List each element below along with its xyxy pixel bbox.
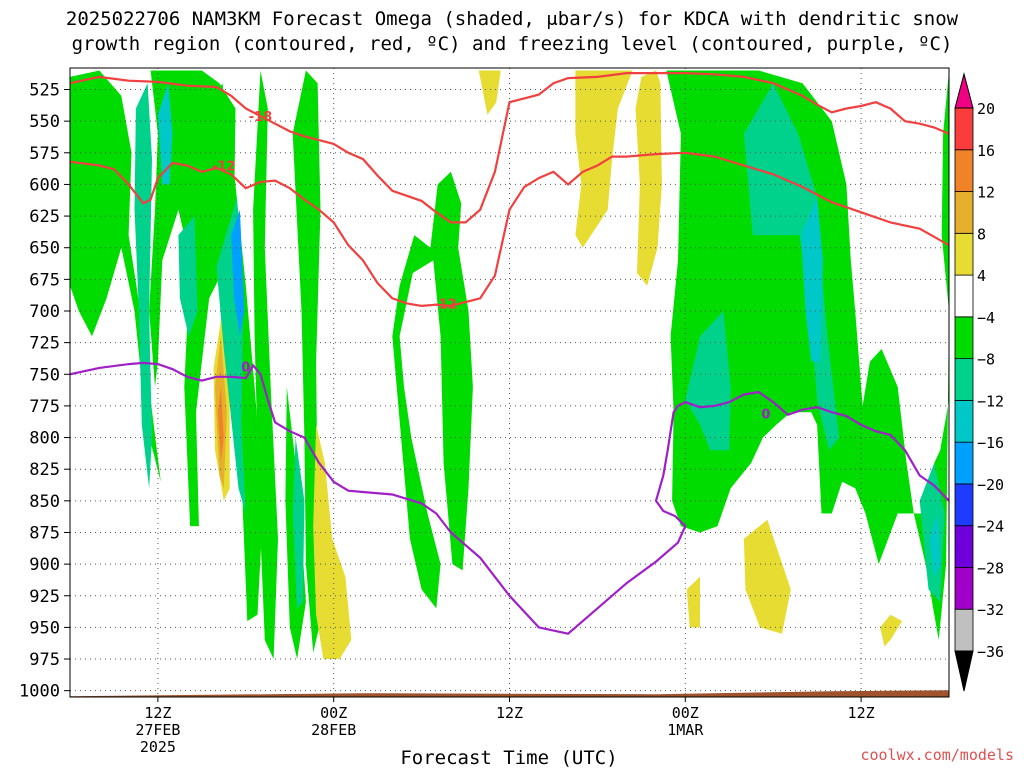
colorbar-bin-5 xyxy=(954,399,974,443)
omega-region-3 xyxy=(253,70,278,659)
colorbar-label-4: 4 xyxy=(977,267,986,285)
colorbar-under-triangle xyxy=(954,650,974,692)
colorbar-label-0: 20 xyxy=(977,100,995,118)
colorbar-label-6: −8 xyxy=(977,351,995,369)
omega-positive-region-2 xyxy=(218,386,224,463)
colorbar-label-5: −4 xyxy=(977,309,995,327)
y-tick-label-16: 925 xyxy=(29,587,60,607)
colorbar-bin-0 xyxy=(954,608,974,652)
y-tick-label-15: 900 xyxy=(29,555,60,575)
colorbar-bin-2 xyxy=(954,525,974,568)
omega-region-7 xyxy=(666,70,949,640)
chart-title-line1: 2025022706 NAM3KM Forecast Omega (shaded… xyxy=(65,8,959,30)
x-tick-label-0-0: 12Z xyxy=(144,704,171,722)
omega-region-2 xyxy=(201,83,264,622)
omega-strong-region-2 xyxy=(178,216,198,337)
colorbar-bin-3 xyxy=(954,483,974,527)
omega-strong-region-8 xyxy=(801,197,823,362)
colorbar-bin-7 xyxy=(954,316,974,360)
x-tick-label-1-1: 28FEB xyxy=(311,721,356,739)
omega-positive-region-3 xyxy=(313,424,352,659)
colorbar-label-12: −32 xyxy=(977,601,1004,619)
y-tick-label-17: 950 xyxy=(29,618,60,638)
omega-strong-region-0 xyxy=(134,83,152,489)
red-isotherm-1 xyxy=(70,151,949,308)
colorbar-label-11: −28 xyxy=(977,559,1004,577)
ground-surface xyxy=(70,690,949,697)
omega-positive-region-6 xyxy=(635,70,662,286)
chart-title-line2: growth region (contoured, red, ºC) and f… xyxy=(71,33,953,55)
omega-positive-region-4 xyxy=(478,70,501,115)
y-tick-label-3: 600 xyxy=(29,175,60,195)
credit-link[interactable]: coolwx.com/models xyxy=(860,746,1014,764)
y-tick-label-0: 525 xyxy=(29,81,60,101)
x-tick-label-1-0: 00Z xyxy=(320,704,347,722)
colorbar-label-10: −24 xyxy=(977,518,1004,536)
omega-positive-region-9 xyxy=(880,614,903,647)
colorbar-label-7: −12 xyxy=(977,392,1004,410)
y-tick-label-7: 700 xyxy=(29,302,60,322)
y-tick-label-8: 725 xyxy=(29,334,60,354)
colorbar-bin-8 xyxy=(954,274,974,318)
colorbar-bin-1 xyxy=(954,567,974,610)
colorbar-label-13: −36 xyxy=(977,643,1004,661)
omega-positive-region-8 xyxy=(743,519,791,634)
x-tick-label-3-0: 00Z xyxy=(672,704,699,722)
x-tick-label-4-0: 12Z xyxy=(848,704,875,722)
omega-region-6 xyxy=(392,171,473,609)
colorbar-bin-10 xyxy=(954,191,974,234)
colorbar-label-3: 8 xyxy=(977,225,986,243)
x-tick-label-0-2: 2025 xyxy=(140,738,176,756)
y-tick-label-11: 800 xyxy=(29,429,60,449)
x-tick-label-3-1: 1MAR xyxy=(667,721,704,739)
colorbar-over-triangle xyxy=(954,72,974,109)
y-tick-label-19: 1000 xyxy=(19,682,60,702)
colorbar-bin-6 xyxy=(954,358,974,401)
red-isotherm-0 xyxy=(70,72,949,224)
y-tick-label-10: 775 xyxy=(29,397,60,417)
freezing-level-contour xyxy=(70,361,949,635)
y-tick-label-1: 550 xyxy=(29,112,60,132)
colorbar-bin-11 xyxy=(954,149,974,192)
y-tick-label-12: 825 xyxy=(29,460,60,480)
red-isotherm-label-extra: -12 xyxy=(433,297,457,312)
colorbar-label-2: 12 xyxy=(977,184,995,202)
omega-strong-region-10 xyxy=(930,513,941,577)
x-axis-label: Forecast Time (UTC) xyxy=(400,747,617,768)
omega-strong-region-6 xyxy=(685,311,731,451)
omega-positive-region-5 xyxy=(575,70,633,248)
plot-area: -18 -12 -12 0 0 xyxy=(70,68,949,697)
y-tick-label-18: 975 xyxy=(29,650,60,670)
y-tick-label-6: 675 xyxy=(29,270,60,290)
y-tick-label-14: 875 xyxy=(29,523,60,543)
colorbar-label-8: −16 xyxy=(977,434,1004,452)
colorbar-bin-12 xyxy=(954,107,974,151)
omega-strong-region-5 xyxy=(292,437,305,609)
red-isotherm-label-1: -12 xyxy=(212,159,236,174)
omega-strong-region-1 xyxy=(157,83,173,185)
colorbar-label-1: 16 xyxy=(977,142,995,160)
omega-region-0 xyxy=(70,70,161,482)
freezing-level-label-2: 0 xyxy=(761,408,770,423)
red-isotherm-label-0: -18 xyxy=(249,110,273,125)
freezing-level-label: 0 xyxy=(241,361,250,376)
x-tick-label-2-0: 12Z xyxy=(496,704,523,722)
omega-strong-region-4 xyxy=(231,209,245,337)
omega-positive-region-7 xyxy=(686,576,700,628)
y-tick-label-2: 575 xyxy=(29,144,60,164)
y-tick-label-13: 850 xyxy=(29,492,60,512)
x-tick-label-0-1: 27FEB xyxy=(135,721,180,739)
y-tick-label-4: 625 xyxy=(29,207,60,227)
y-tick-label-9: 750 xyxy=(29,365,60,385)
colorbar-bin-9 xyxy=(954,232,974,276)
colorbar-bin-4 xyxy=(954,441,974,485)
y-tick-label-5: 650 xyxy=(29,239,60,259)
colorbar-label-9: −20 xyxy=(977,476,1004,494)
